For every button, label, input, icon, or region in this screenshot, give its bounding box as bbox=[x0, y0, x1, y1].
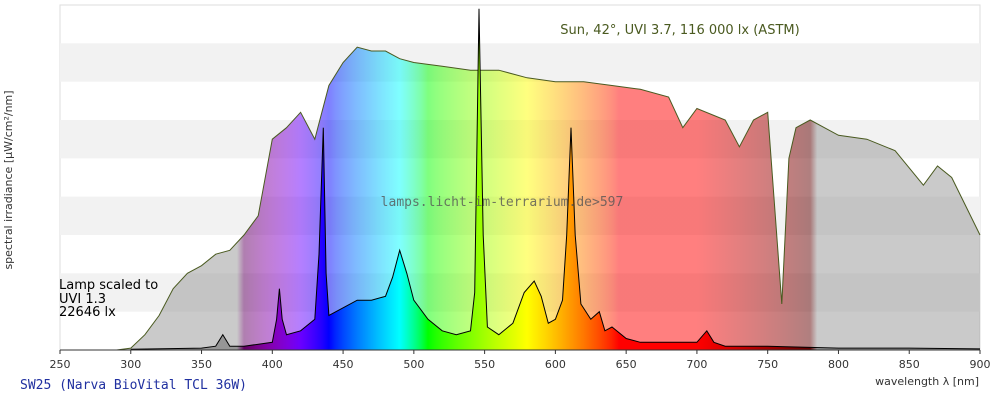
x-tick-label: 500 bbox=[403, 358, 424, 371]
x-tick-label: 250 bbox=[50, 358, 71, 371]
watermark: lamps.licht-im-terrarium.de>597 bbox=[381, 195, 624, 210]
legend-lamp: Lamp scaled to bbox=[59, 278, 158, 293]
spectrum-line bbox=[130, 8, 981, 350]
x-tick-label: 800 bbox=[828, 358, 849, 371]
x-tick-label: 650 bbox=[616, 358, 637, 371]
annotation: UVI 1.3 bbox=[59, 292, 106, 307]
x-tick-label: 750 bbox=[757, 358, 778, 371]
x-tick-label: 600 bbox=[545, 358, 566, 371]
legend-sun: Sun, 42°, UVI 3.7, 116 000 lx (ASTM) bbox=[560, 23, 799, 38]
x-tick-label: 550 bbox=[474, 358, 495, 371]
x-tick-label: 350 bbox=[191, 358, 212, 371]
x-tick-label: 700 bbox=[686, 358, 707, 371]
spectrum-area bbox=[60, 47, 980, 350]
stripe bbox=[60, 43, 980, 82]
spectrum-line bbox=[60, 46, 981, 351]
x-tick-label: 450 bbox=[333, 358, 354, 371]
y-axis-label: spectral irradiance [µW/cm²/nm] bbox=[2, 90, 15, 269]
x-axis-label: wavelength λ [nm] bbox=[875, 375, 979, 388]
x-tick-label: 300 bbox=[120, 358, 141, 371]
annotation: 22646 lx bbox=[59, 305, 116, 320]
x-tick-label: 850 bbox=[899, 358, 920, 371]
footer: SW25 (Narva BioVital TCL 36W) bbox=[20, 378, 247, 393]
x-tick-label: 400 bbox=[262, 358, 283, 371]
x-tick-label: 900 bbox=[970, 358, 991, 371]
